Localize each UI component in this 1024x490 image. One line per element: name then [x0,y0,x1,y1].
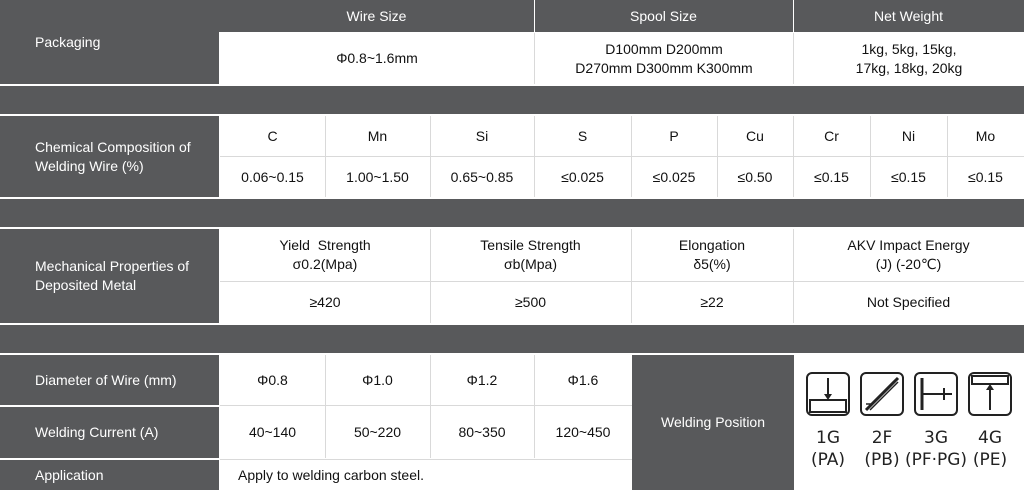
section-separator [0,199,1024,227]
element-header: C [267,127,278,144]
mechanical-label-line1: Mechanical Properties of [35,258,190,274]
position-code: 3G [924,428,948,448]
divider [430,116,431,197]
diameter-current-grid: Φ0.8 Φ1.0 Φ1.2 Φ1.6 40~140 50~220 80~350… [220,355,632,458]
welding-position-figure: 1G 2F 3G 4G (PA) (PB) (PF·PG) (PE) [794,355,1024,490]
divider [947,116,948,197]
cell-wire-size: Φ0.8~1.6mm [220,33,534,84]
position-code: 2F [871,428,893,448]
divider [793,0,794,32]
diameter-value: Φ1.6 [567,371,599,388]
elongation-value: ≥22 [700,294,724,310]
element-header: P [669,127,679,144]
element-value: 0.65~0.85 [450,168,514,185]
divider [534,0,535,32]
elongation-header: Elongation δ5(%) [678,237,746,272]
application-text-cell: Apply to welding carbon steel. [220,460,632,490]
cell-net-weight: 1kg, 5kg, 15kg, 17kg, 18kg, 20kg [794,33,1024,84]
divider [631,229,632,323]
element-header: Si [475,127,489,144]
section-separator [0,325,1024,353]
row-label-current: Welding Current (A) [0,407,219,458]
diameter-value: Φ1.0 [362,371,393,388]
element-value: 1.00~1.50 [346,168,409,185]
mechanical-label-line2: Deposited Metal [35,277,137,293]
yield-strength-value: ≥420 [309,294,341,310]
divider [430,355,431,458]
header-net-weight: Net Weight [793,0,1024,32]
row-label-mechanical: Mechanical Properties of Deposited Metal [0,229,219,323]
element-value: ≤0.15 [814,168,849,185]
section-separator [0,86,1024,114]
element-value: ≤0.15 [891,168,926,185]
element-header: S [577,127,588,144]
tensile-strength-header: Tensile Strength σb(Mpa) [480,237,581,272]
divider [631,116,632,197]
header-wire-size: Wire Size [219,0,534,32]
row-label-packaging: Packaging [0,0,219,84]
position-code: 1G [816,428,840,448]
position-designation: (PF·PG) [904,450,968,470]
element-header: Cr [824,127,839,144]
element-header: Cu [746,127,764,144]
row-label-diameter: Diameter of Wire (mm) [0,355,219,405]
row-label-application: Application [0,460,219,490]
divider [220,405,632,406]
divider [870,116,871,197]
element-header: Mn [367,127,388,144]
current-value: 40~140 [248,423,297,440]
divider [220,281,1024,282]
divider [430,229,431,323]
yield-strength-header: Yield Strength σ0.2(Mpa) [279,237,371,272]
current-value: 50~220 [353,423,402,440]
current-value: 120~450 [555,423,611,440]
vertical-position-3g-icon [914,372,958,416]
element-value: ≤0.15 [968,168,1003,185]
position-code: 4G [978,428,1002,448]
header-spool-size: Spool Size [534,0,793,32]
element-value: 0.06~0.15 [241,168,304,185]
divider [325,355,326,458]
welding-position-label: Welding Position [632,355,794,490]
divider [793,33,794,84]
row-label-chemical: Chemical Composition of Welding Wire (%) [0,116,219,197]
position-designation: (PE) [972,450,1008,470]
divider [534,355,535,458]
flat-position-1g-icon [806,372,850,416]
cell-spool-size: D100mm D200mm D270mm D300mm K300mm [535,33,793,84]
divider [325,116,326,197]
chemical-grid: C Mn Si S P Cu Cr Ni Mo 0.06~0.15 1.00~1… [220,116,1024,197]
chemical-label-line1: Chemical Composition of [35,138,191,155]
divider [793,116,794,197]
divider [793,229,794,323]
divider [534,116,535,197]
packaging-label: Packaging [35,33,101,50]
element-header: Mo [975,127,996,144]
element-value: ≤0.025 [561,168,604,185]
element-value: ≤0.50 [737,168,773,185]
position-designation: (PA) [810,450,846,470]
element-value: ≤0.025 [652,168,696,185]
element-header: Ni [901,127,916,144]
current-value: 80~350 [458,423,506,440]
tensile-strength-value: ≥500 [514,294,547,310]
chemical-label-line2: Welding Wire (%) [35,157,144,174]
position-designation: (PB) [864,450,900,470]
impact-energy-header: AKV Impact Energy (J) (-20℃) [847,237,970,272]
diameter-value: Φ0.8 [257,371,288,388]
horizontal-fillet-2f-icon [860,372,904,416]
overhead-position-4g-icon [968,372,1012,416]
divider [534,33,535,84]
divider [220,156,1024,157]
diameter-value: Φ1.2 [466,371,498,388]
impact-energy-value: Not Specified [866,294,951,310]
divider [717,116,718,197]
mechanical-grid: Yield Strength σ0.2(Mpa) Tensile Strengt… [220,229,1024,323]
divider [220,459,632,460]
